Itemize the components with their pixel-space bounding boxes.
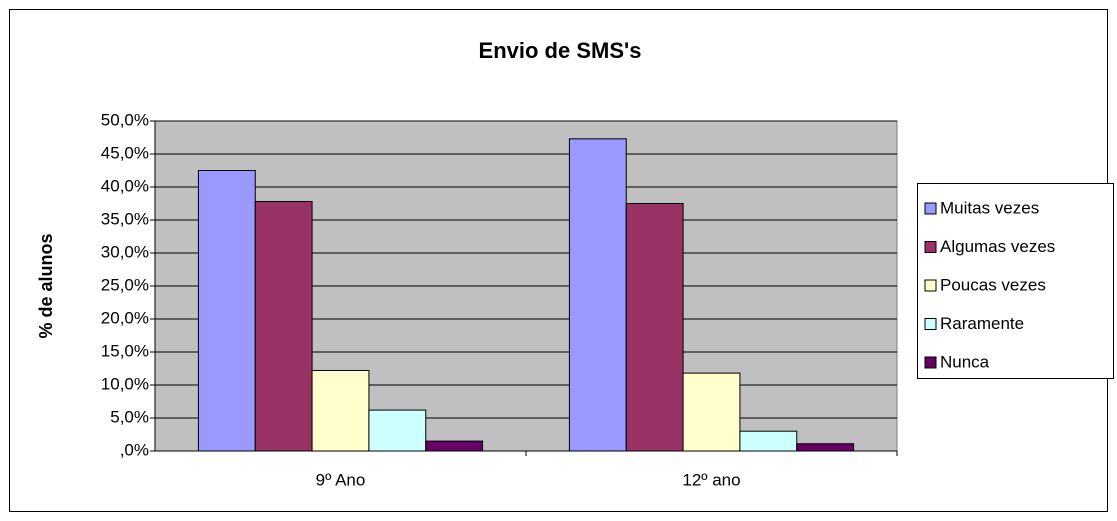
y-tick-label: 40,0% <box>101 176 149 195</box>
legend-swatch <box>924 241 937 253</box>
y-tick-label: 20,0% <box>101 308 149 327</box>
y-tick-label: 15,0% <box>101 341 149 360</box>
bar <box>197 170 256 452</box>
bar <box>796 443 855 452</box>
legend-label: Muitas vezes <box>940 198 1039 217</box>
bar <box>568 138 627 452</box>
bar <box>425 440 484 452</box>
y-tick-label: ,0% <box>120 440 149 459</box>
legend-swatch <box>924 279 937 292</box>
legend-swatch <box>924 318 937 330</box>
bar <box>254 201 313 452</box>
legend-label: Raramente <box>940 314 1024 333</box>
legend-label: Nunca <box>940 352 990 371</box>
y-tick-label: 50,0% <box>101 110 149 129</box>
y-tick-label: 35,0% <box>101 209 149 228</box>
y-tick-label: 45,0% <box>101 143 149 162</box>
y-tick-label: 30,0% <box>101 242 149 261</box>
legend-swatch <box>924 202 937 215</box>
y-tick-label: 10,0% <box>101 374 149 393</box>
bar <box>311 369 370 452</box>
bar <box>682 372 741 452</box>
y-tick-label: 5,0% <box>110 407 149 426</box>
chart-title: Envio de SMS's <box>479 38 642 63</box>
bar <box>625 203 684 452</box>
y-tick-label: 25,0% <box>101 275 149 294</box>
legend-label: Poucas vezes <box>940 275 1046 294</box>
legend <box>917 183 1114 379</box>
bar <box>368 409 427 452</box>
y-axis-label: % de alunos <box>36 233 56 338</box>
x-tick-label: 12º ano <box>682 470 740 489</box>
bar <box>739 430 798 452</box>
x-tick-label: 9º Ano <box>316 470 366 489</box>
legend-swatch <box>924 356 937 369</box>
legend-label: Algumas vezes <box>940 237 1055 256</box>
